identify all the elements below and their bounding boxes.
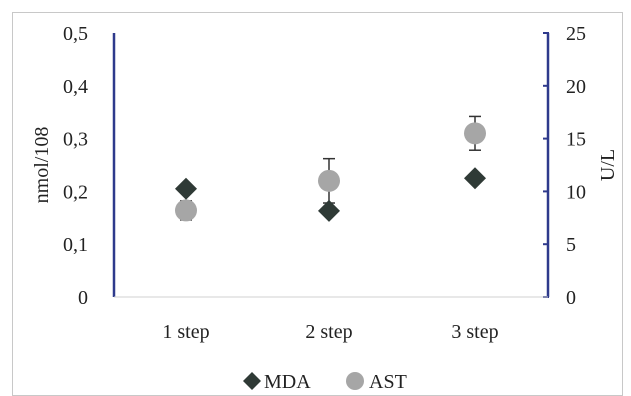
right-tick-label: 0 <box>566 287 576 309</box>
mda-point <box>175 177 197 200</box>
left-tick-label: 0,5 <box>63 23 88 45</box>
right-tick-label: 25 <box>566 23 586 45</box>
legend: MDA AST <box>243 371 407 393</box>
left-axis-ticks: 0 0,1 0,2 0,3 0,4 0,5 <box>63 23 88 309</box>
mda-point <box>318 199 340 222</box>
legend-mda-diamond-marker <box>243 372 261 390</box>
legend-mda-label: MDA <box>264 371 311 393</box>
ast-point <box>175 199 197 222</box>
right-axis-title: U/L <box>597 149 619 181</box>
right-tick-label: 20 <box>566 76 586 98</box>
x-tick-label: 1 step <box>162 321 209 343</box>
legend-ast-circle-marker <box>346 372 364 390</box>
ast-point <box>318 169 340 192</box>
plot-marks <box>175 115 486 222</box>
left-tick-label: 0 <box>78 287 88 309</box>
mda-point <box>464 167 486 190</box>
right-tick-label: 10 <box>566 181 586 203</box>
x-axis-tick-labels: 1 step 2 step 3 step <box>162 321 498 343</box>
ast-point <box>464 122 486 145</box>
x-tick-label: 3 step <box>451 321 498 343</box>
left-tick-label: 0,4 <box>63 76 88 98</box>
right-axis-ticks: 0 5 10 15 20 25 <box>543 23 586 309</box>
left-axis-title: nmol/108 <box>31 127 53 204</box>
left-tick-label: 0,1 <box>63 234 88 256</box>
x-tick-label: 2 step <box>305 321 352 343</box>
legend-ast-label: AST <box>369 371 407 393</box>
left-tick-label: 0,3 <box>63 129 88 151</box>
right-tick-label: 5 <box>566 234 576 256</box>
left-tick-label: 0,2 <box>63 181 88 203</box>
right-tick-label: 15 <box>566 129 586 151</box>
